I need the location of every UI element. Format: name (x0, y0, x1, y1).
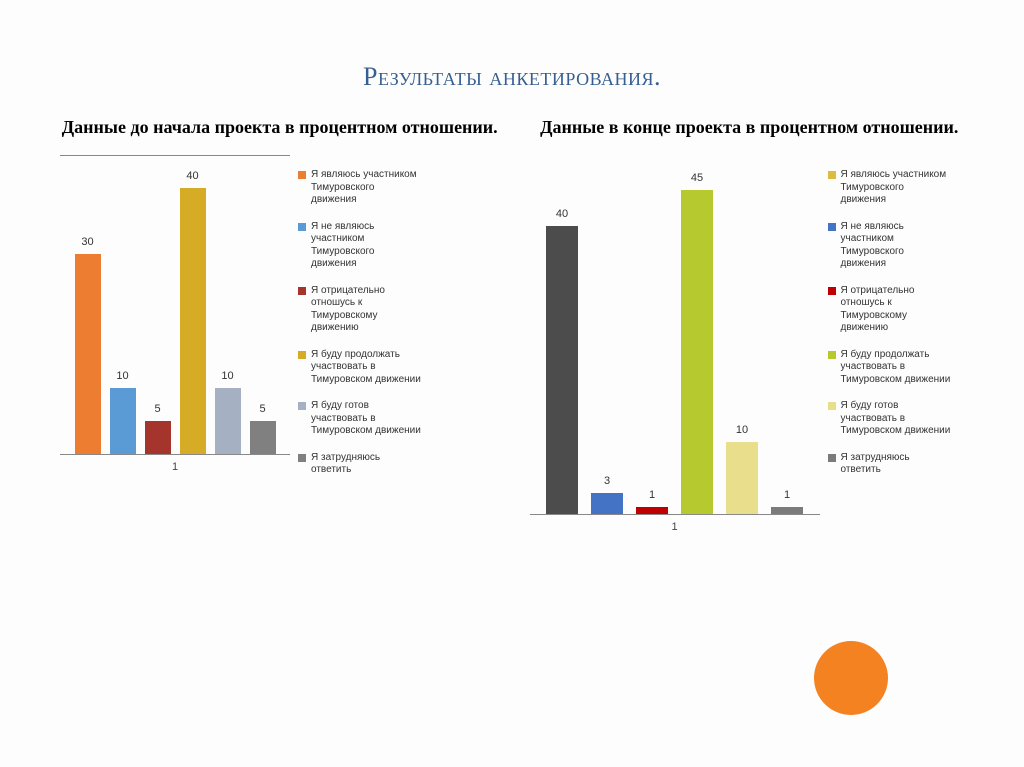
legend-item: Я буду готов участвовать в Тимуровском д… (298, 400, 421, 438)
legend-label: Я буду продолжать участвовать в Тимуровс… (841, 349, 951, 387)
legend-item: Я буду продолжать участвовать в Тимуровс… (298, 349, 421, 387)
legend-item: Я не являюсь участником Тимуровского дви… (828, 221, 951, 271)
legend-swatch (298, 223, 306, 231)
legend-swatch (298, 171, 306, 179)
bar-value-label: 3 (591, 475, 623, 487)
legend-item: Я отрицательно отношусь к Тимуровскому д… (828, 285, 951, 335)
decorative-circle (814, 641, 888, 715)
legend-label: Я буду готов участвовать в Тимуровском д… (841, 400, 951, 438)
bar-value-label: 40 (546, 208, 578, 220)
legend-item: Я затрудняюсь ответить (828, 452, 951, 477)
bar-value-label: 10 (726, 424, 758, 436)
chart-right-legend: Я являюсь участником Тимуровского движен… (820, 155, 951, 491)
page-title: Результаты анкетирования. (0, 0, 1024, 92)
legend-swatch (298, 402, 306, 410)
bar: 1 (771, 507, 803, 514)
legend-item: Я являюсь участником Тимуровского движен… (298, 169, 421, 207)
bar: 3 (591, 493, 623, 515)
legend-item: Я затрудняюсь ответить (298, 452, 421, 477)
legend-label: Я не являюсь участником Тимуровского дви… (841, 221, 951, 271)
chart-left-category: 1 (60, 461, 290, 473)
chart-left-title: Данные до начала проекта в процентном от… (60, 116, 500, 139)
bar: 5 (250, 421, 276, 454)
bar: 40 (180, 188, 206, 455)
legend-swatch (298, 454, 306, 462)
bar-value-label: 5 (145, 403, 171, 415)
bar-value-label: 5 (250, 403, 276, 415)
bar: 10 (726, 442, 758, 514)
bar-value-label: 10 (215, 370, 241, 382)
legend-item: Я отрицательно отношусь к Тимуровскому д… (298, 285, 421, 335)
legend-label: Я не являюсь участником Тимуровского дви… (311, 221, 421, 271)
legend-swatch (828, 287, 836, 295)
bar-value-label: 30 (75, 236, 101, 248)
legend-swatch (828, 223, 836, 231)
legend-label: Я являюсь участником Тимуровского движен… (841, 169, 951, 207)
legend-swatch (828, 171, 836, 179)
bar-value-label: 1 (771, 489, 803, 501)
legend-item: Я буду готов участвовать в Тимуровском д… (828, 400, 951, 438)
bar-value-label: 1 (636, 489, 668, 501)
chart-right-category: 1 (530, 521, 820, 533)
bar: 5 (145, 421, 171, 454)
bar-value-label: 45 (681, 172, 713, 184)
chart-left-plot: 3010540105 (60, 155, 290, 455)
legend-swatch (828, 351, 836, 359)
bar-value-label: 10 (110, 370, 136, 382)
legend-label: Я затрудняюсь ответить (311, 452, 421, 477)
chart-right-plot: 403145101 (530, 155, 820, 515)
bar: 1 (636, 507, 668, 514)
chart-right: Данные в конце проекта в процентном отно… (530, 116, 970, 533)
bar-value-label: 40 (180, 170, 206, 182)
legend-label: Я буду продолжать участвовать в Тимуровс… (311, 349, 421, 387)
legend-label: Я отрицательно отношусь к Тимуровскому д… (311, 285, 421, 335)
legend-swatch (298, 351, 306, 359)
legend-label: Я являюсь участником Тимуровского движен… (311, 169, 421, 207)
legend-item: Я не являюсь участником Тимуровского дви… (298, 221, 421, 271)
chart-left-legend: Я являюсь участником Тимуровского движен… (290, 155, 421, 491)
charts-row: Данные до начала проекта в процентном от… (0, 116, 1024, 533)
chart-left: Данные до начала проекта в процентном от… (60, 116, 500, 533)
bar: 10 (215, 388, 241, 455)
bar: 45 (681, 190, 713, 514)
legend-swatch (828, 402, 836, 410)
legend-label: Я затрудняюсь ответить (841, 452, 951, 477)
bar: 30 (75, 254, 101, 454)
legend-label: Я буду готов участвовать в Тимуровском д… (311, 400, 421, 438)
legend-swatch (298, 287, 306, 295)
bar: 10 (110, 388, 136, 455)
legend-item: Я являюсь участником Тимуровского движен… (828, 169, 951, 207)
legend-item: Я буду продолжать участвовать в Тимуровс… (828, 349, 951, 387)
bar: 40 (546, 226, 578, 514)
chart-right-title: Данные в конце проекта в процентном отно… (530, 116, 970, 139)
legend-swatch (828, 454, 836, 462)
legend-label: Я отрицательно отношусь к Тимуровскому д… (841, 285, 951, 335)
